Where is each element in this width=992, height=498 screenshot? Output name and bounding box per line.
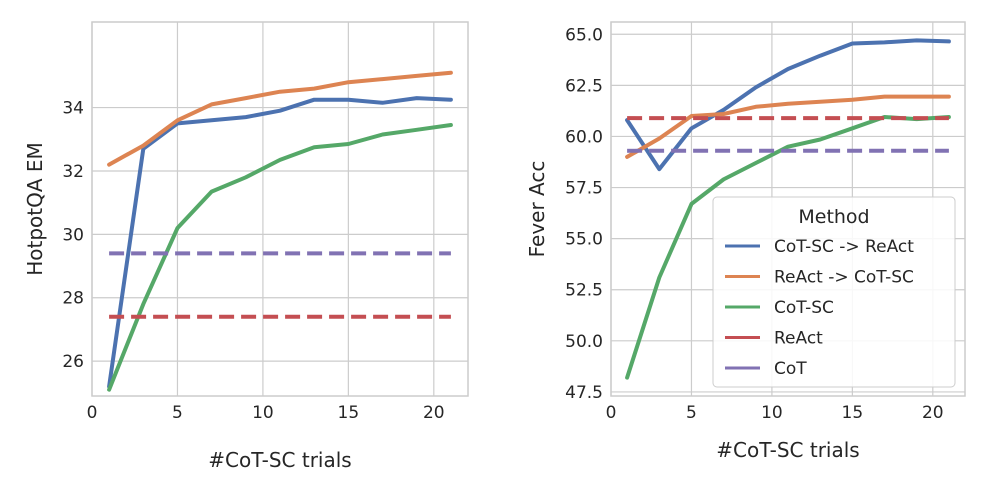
chart-fever: 0 5 10 15 20 47.5 50.0 52.5 55.0 57.5 60.0 62.5 65.… [525,21,966,462]
x-tick-label: 10 [252,403,274,423]
x-tick-label: 10 [761,403,783,423]
y-axis-label-fever: Fever Acc [525,161,549,258]
x-axis-label-hotpotqa: #CoT-SC trials [208,448,351,472]
x-tick-labels-fever: 0 5 10 15 20 [606,403,944,423]
legend-label: CoT-SC [774,298,834,318]
series-line-react-to-cot-sc [107,70,453,167]
x-tick-label: 15 [842,403,864,423]
y-tick-label: 50.0 [565,332,603,352]
y-tick-label: 32 [62,162,84,182]
y-tick-label: 52.5 [565,281,603,301]
y-tick-label: 57.5 [565,179,603,199]
y-tick-label: 65.0 [565,25,603,45]
legend-label: ReAct -> CoT-SC [774,268,914,288]
x-tick-label: 20 [423,403,445,423]
x-tick-label: 5 [686,403,697,423]
plot-area-hotpotqa [91,21,469,397]
x-tick-label: 15 [338,403,360,423]
x-tick-label: 5 [172,403,183,423]
y-axis-label-hotpotqa: HotpotQA EM [23,142,47,276]
y-tick-label: 60.0 [565,127,603,147]
y-tick-label: 30 [62,225,84,245]
series-line-cot-sc-to-react [107,96,453,389]
y-tick-label: 34 [62,99,84,119]
legend-box [712,196,956,388]
x-tick-label: 0 [87,403,98,423]
legend-label: ReAct [774,329,823,349]
y-tick-labels-fever: 47.5 50.0 52.5 55.0 57.5 60.0 62.5 65.0 [565,25,603,403]
legend-title: Method [798,206,869,228]
gridlines-hotpotqa [91,22,468,396]
y-tick-label: 55.0 [565,230,603,250]
x-tick-label: 0 [606,403,617,423]
legend-item-cot: CoT [725,359,807,379]
legend-item-cot-sc: CoT-SC [725,298,834,318]
chart-hotpotqa: 0 5 10 15 20 26 28 30 32 34 #CoT-SC trials Hotpo… [23,21,469,472]
legend-item-react: ReAct [725,329,823,349]
series-group-hotpotqa [107,70,453,392]
x-tick-labels-hotpotqa: 0 5 10 15 20 [87,403,445,423]
legend-label: CoT [774,359,807,379]
legend-label: CoT-SC -> ReAct [774,237,914,257]
y-tick-label: 62.5 [565,76,603,96]
legend-item-react-to-cot-sc: ReAct -> CoT-SC [725,268,914,288]
legend-items: CoT-SC -> ReAct ReAct -> CoT-SC CoT-SC ReAc… [725,237,914,379]
y-tick-label: 26 [62,352,84,372]
y-tick-label: 47.5 [565,383,603,403]
y-tick-label: 28 [62,289,84,309]
x-tick-label: 20 [922,403,944,423]
y-tick-labels-hotpotqa: 26 28 30 32 34 [62,99,84,373]
series-group-fever [625,38,951,380]
series-line-react-to-cot-sc [625,94,951,159]
legend-item-cot-sc-to-react: CoT-SC -> ReAct [725,237,914,257]
x-axis-label-fever: #CoT-SC trials [716,438,859,462]
series-line-cot-sc-to-react [625,38,951,172]
